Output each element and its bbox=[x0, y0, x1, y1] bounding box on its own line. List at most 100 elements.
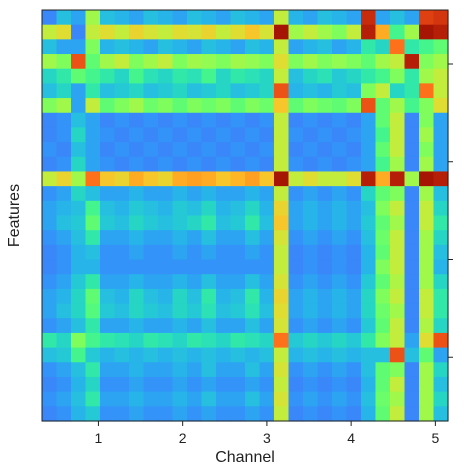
heatmap-cell bbox=[332, 186, 348, 202]
heatmap-cell bbox=[361, 171, 377, 187]
heatmap-cell bbox=[216, 362, 232, 378]
heatmap-cell bbox=[361, 332, 377, 349]
heatmap-cell bbox=[332, 215, 348, 231]
heatmap-cell bbox=[129, 171, 145, 187]
heatmap-cell bbox=[172, 376, 188, 393]
heatmap-cell bbox=[375, 230, 391, 246]
heatmap-cell bbox=[201, 244, 217, 261]
heatmap-cell bbox=[419, 39, 435, 55]
heatmap-cell bbox=[71, 303, 87, 319]
heatmap-cell bbox=[332, 24, 348, 40]
heatmap-cell bbox=[317, 376, 333, 393]
heatmap-cell bbox=[201, 83, 217, 99]
heatmap-cell bbox=[71, 362, 87, 378]
heatmap-cell bbox=[274, 288, 290, 305]
heatmap-cell bbox=[375, 98, 391, 114]
heatmap-cell bbox=[346, 274, 362, 290]
heatmap-cell bbox=[56, 376, 72, 393]
heatmap-cell bbox=[404, 127, 420, 143]
heatmap-cell bbox=[56, 186, 72, 202]
heatmap-cell bbox=[317, 186, 333, 202]
heatmap-cell bbox=[230, 24, 246, 40]
heatmap-cell bbox=[274, 112, 290, 129]
heatmap-cell bbox=[143, 200, 159, 217]
heatmap-cell bbox=[390, 171, 406, 187]
heatmap-cell bbox=[390, 230, 406, 246]
heatmap-cell bbox=[42, 171, 58, 187]
heatmap-cell bbox=[100, 10, 116, 26]
heatmap-cell bbox=[433, 83, 449, 99]
heatmap-cell bbox=[216, 288, 232, 305]
heatmap-cell bbox=[114, 347, 130, 363]
heatmap-cell bbox=[332, 274, 348, 290]
heatmap-cell bbox=[85, 142, 101, 158]
heatmap-cell bbox=[274, 318, 290, 334]
heatmap-cell bbox=[230, 288, 246, 305]
heatmap-cell bbox=[433, 112, 449, 129]
heatmap-cell bbox=[100, 362, 116, 378]
heatmap-cell bbox=[288, 362, 304, 378]
x-tick-label: 5 bbox=[431, 430, 439, 446]
heatmap-cell bbox=[71, 142, 87, 158]
heatmap-cell bbox=[390, 376, 406, 393]
heatmap-cell bbox=[216, 406, 232, 422]
heatmap-cell bbox=[100, 376, 116, 393]
heatmap-cell bbox=[201, 303, 217, 319]
heatmap-cell bbox=[375, 156, 391, 173]
heatmap-cell bbox=[433, 156, 449, 173]
heatmap-cell bbox=[433, 332, 449, 349]
heatmap-cell bbox=[274, 230, 290, 246]
heatmap-cell bbox=[433, 98, 449, 114]
heatmap-cell bbox=[187, 127, 203, 143]
heatmap-cell bbox=[317, 68, 333, 84]
heatmap-cell bbox=[419, 347, 435, 363]
heatmap-cell bbox=[375, 376, 391, 393]
heatmap-cell bbox=[85, 200, 101, 217]
heatmap-cell bbox=[274, 406, 290, 422]
heatmap-cell bbox=[129, 244, 145, 261]
heatmap-cell bbox=[172, 332, 188, 349]
heatmap-cell bbox=[56, 54, 72, 70]
heatmap-cell bbox=[404, 24, 420, 40]
heatmap-cell bbox=[419, 332, 435, 349]
heatmap-cell bbox=[230, 98, 246, 114]
heatmap-cell bbox=[129, 288, 145, 305]
heatmap-cell bbox=[172, 318, 188, 334]
heatmap-cell bbox=[85, 332, 101, 349]
heatmap-cell bbox=[187, 318, 203, 334]
heatmap-cell bbox=[216, 200, 232, 217]
heatmap-cell bbox=[245, 171, 261, 187]
heatmap-cell bbox=[172, 171, 188, 187]
heatmap-cell bbox=[71, 68, 87, 84]
heatmap-cell bbox=[100, 186, 116, 202]
heatmap-cell bbox=[201, 362, 217, 378]
heatmap-cell bbox=[100, 39, 116, 55]
heatmap-cell bbox=[303, 10, 319, 26]
heatmap-cell bbox=[158, 186, 174, 202]
heatmap-cell bbox=[419, 215, 435, 231]
heatmap-cell bbox=[332, 230, 348, 246]
heatmap-cell bbox=[129, 362, 145, 378]
heatmap-cell bbox=[114, 362, 130, 378]
heatmap-cell bbox=[433, 288, 449, 305]
heatmap-cell bbox=[158, 24, 174, 40]
heatmap-cell bbox=[129, 186, 145, 202]
heatmap-cell bbox=[42, 54, 58, 70]
heatmap-cell bbox=[346, 142, 362, 158]
heatmap-cell bbox=[390, 406, 406, 422]
heatmap-cell bbox=[375, 186, 391, 202]
heatmap-cell bbox=[114, 54, 130, 70]
heatmap-cell bbox=[201, 98, 217, 114]
heatmap-cell bbox=[288, 98, 304, 114]
heatmap-cell bbox=[346, 318, 362, 334]
heatmap-cell bbox=[332, 288, 348, 305]
heatmap-cell bbox=[346, 376, 362, 393]
heatmap-cell bbox=[114, 127, 130, 143]
heatmap-cell bbox=[230, 391, 246, 407]
heatmap-cell bbox=[143, 68, 159, 84]
heatmap-cell bbox=[42, 332, 58, 349]
heatmap-cell bbox=[419, 259, 435, 275]
heatmap-cell bbox=[332, 200, 348, 217]
heatmap-cell bbox=[303, 391, 319, 407]
heatmap-cell bbox=[274, 244, 290, 261]
